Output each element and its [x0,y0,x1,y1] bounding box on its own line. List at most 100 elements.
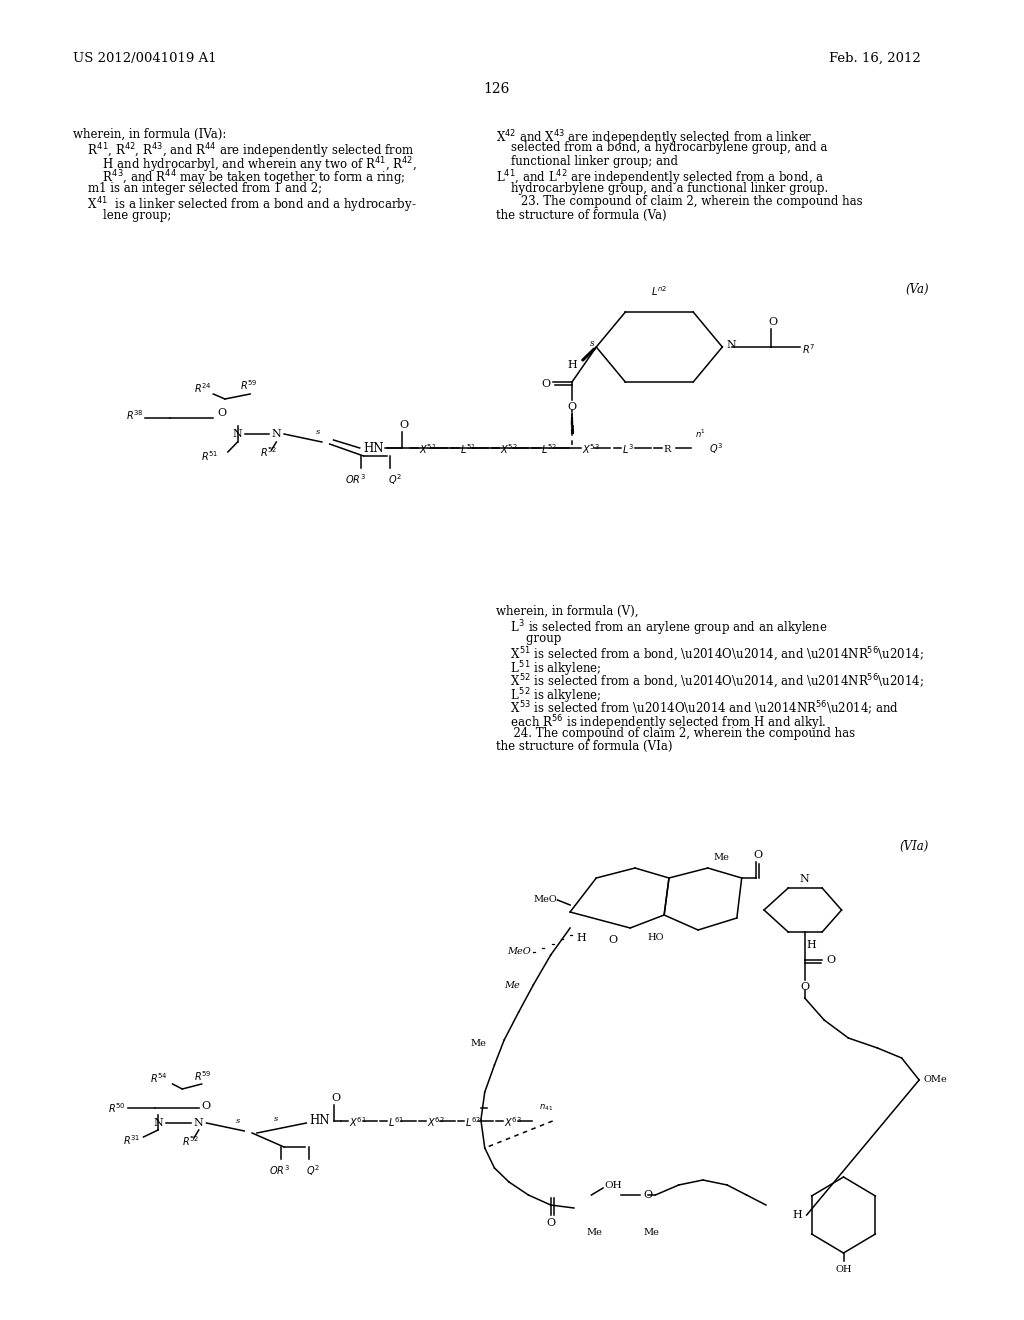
Text: $R^{59}$: $R^{59}$ [241,378,258,392]
Text: H: H [567,360,577,370]
Text: X$^{51}$ is selected from a bond, \u2014O\u2014, and \u2014NR$^{56}$\u2014;: X$^{51}$ is selected from a bond, \u2014… [497,645,925,664]
Text: X$^{42}$ and X$^{43}$ are independently selected from a linker: X$^{42}$ and X$^{43}$ are independently … [497,128,813,148]
Text: MeO: MeO [508,948,531,957]
Text: functional linker group; and: functional linker group; and [497,154,679,168]
Text: N: N [800,874,810,884]
Text: s: s [315,428,321,436]
Text: R$^{43}$, and R$^{44}$ may be taken together to form a ring;: R$^{43}$, and R$^{44}$ may be taken toge… [73,169,406,187]
Text: O: O [399,420,409,430]
Text: the structure of formula (Va): the structure of formula (Va) [497,209,667,222]
Text: O: O [826,954,836,965]
Text: $R^{59}$: $R^{59}$ [194,1069,211,1082]
Text: HO: HO [647,933,665,942]
Text: $X^{61}$: $X^{61}$ [349,1115,367,1129]
Text: L$^{41}$, and L$^{42}$ are independently selected from a bond, a: L$^{41}$, and L$^{42}$ are independently… [497,169,824,187]
Text: Me: Me [644,1228,659,1237]
Text: $X^{52}$: $X^{52}$ [501,442,518,455]
Text: X$^{53}$ is selected from \u2014O\u2014 and \u2014NR$^{56}$\u2014; and: X$^{53}$ is selected from \u2014O\u2014 … [497,700,899,718]
Text: (Va): (Va) [905,282,929,296]
Text: $R^{24}$: $R^{24}$ [194,381,212,395]
Text: R$^{41}$, R$^{42}$, R$^{43}$, and R$^{44}$ are independently selected from: R$^{41}$, R$^{42}$, R$^{43}$, and R$^{44… [73,141,414,161]
Text: s: s [237,1117,241,1125]
Text: $X^{62}$: $X^{62}$ [427,1115,444,1129]
Text: 24. The compound of claim 2, wherein the compound has: 24. The compound of claim 2, wherein the… [497,726,855,739]
Text: Feb. 16, 2012: Feb. 16, 2012 [829,51,921,65]
Text: OMe: OMe [924,1076,948,1085]
Text: m1 is an integer selected from 1 and 2;: m1 is an integer selected from 1 and 2; [73,182,322,195]
Text: N: N [154,1118,163,1129]
Text: HN: HN [364,441,384,454]
Text: $n_{41}$: $n_{41}$ [539,1102,553,1113]
Text: $L^{51}$: $L^{51}$ [460,442,476,455]
Text: N: N [271,429,282,440]
Text: O: O [567,403,577,412]
Text: $L^{n2}$: $L^{n2}$ [651,284,668,298]
Text: group: group [497,632,562,645]
Text: H: H [792,1210,802,1220]
Text: $n^1$: $n^1$ [695,428,706,440]
Text: N: N [232,429,243,440]
Text: 23. The compound of claim 2, wherein the compound has: 23. The compound of claim 2, wherein the… [497,195,863,209]
Text: O: O [202,1101,211,1111]
Text: $L^{52}$: $L^{52}$ [541,442,557,455]
Text: s: s [274,1115,279,1123]
Text: L$^{52}$ is alkylene;: L$^{52}$ is alkylene; [497,686,602,706]
Text: O: O [768,317,777,327]
Text: L$^3$ is selected from an arylene group and an alkylene: L$^3$ is selected from an arylene group … [497,619,828,638]
Text: H: H [577,933,587,942]
Text: Me: Me [714,853,729,862]
Text: OH: OH [604,1180,622,1189]
Text: $R^{52}$: $R^{52}$ [260,445,278,459]
Text: $Q^2$: $Q^2$ [306,1163,321,1177]
Text: O: O [608,935,617,945]
Text: $R^{52}$: $R^{52}$ [182,1134,200,1148]
Text: O: O [800,982,809,993]
Text: Me: Me [587,1228,602,1237]
Text: $R^7$: $R^7$ [802,342,815,356]
Text: s: s [590,339,594,348]
Text: L$^{51}$ is alkylene;: L$^{51}$ is alkylene; [497,659,602,678]
Text: $X^{51}$: $X^{51}$ [419,442,436,455]
Text: R: R [664,445,671,454]
Text: $X^{53}$: $X^{53}$ [582,442,600,455]
Text: X$^{41}$  is a linker selected from a bond and a hydrocarby-: X$^{41}$ is a linker selected from a bon… [73,195,417,215]
Text: O: O [546,1218,555,1228]
Text: $R^{31}$: $R^{31}$ [123,1133,140,1147]
Text: Me: Me [504,981,519,990]
Text: $R^{50}$: $R^{50}$ [109,1101,126,1115]
Text: $X^{63}$: $X^{63}$ [504,1115,522,1129]
Text: $OR^3$: $OR^3$ [345,473,367,486]
Text: $Q^2$: $Q^2$ [388,473,401,487]
Text: lene group;: lene group; [73,209,171,222]
Text: O: O [643,1191,652,1200]
Text: $R^{54}$: $R^{54}$ [151,1071,168,1085]
Text: O: O [331,1093,340,1104]
Text: N: N [194,1118,204,1129]
Text: H and hydrocarbyl, and wherein any two of R$^{41}$, R$^{42}$,: H and hydrocarbyl, and wherein any two o… [73,154,417,174]
Text: selected from a bond, a hydrocarbylene group, and a: selected from a bond, a hydrocarbylene g… [497,141,827,154]
Text: X$^{52}$ is selected from a bond, \u2014O\u2014, and \u2014NR$^{56}$\u2014;: X$^{52}$ is selected from a bond, \u2014… [497,672,925,690]
Text: Me: Me [471,1039,486,1048]
Text: O: O [542,379,551,389]
Text: $OR^3$: $OR^3$ [268,1163,290,1177]
Text: N: N [726,341,736,350]
Text: MeO: MeO [534,895,557,904]
Text: wherein, in formula (IVa):: wherein, in formula (IVa): [73,128,226,141]
Text: hydrocarbylene group, and a functional linker group.: hydrocarbylene group, and a functional l… [497,182,828,195]
Text: OH: OH [836,1265,852,1274]
Text: $R^{38}$: $R^{38}$ [126,408,143,422]
Text: $L^{62}$: $L^{62}$ [465,1115,481,1129]
Text: each R$^{56}$ is independently selected from H and alkyl.: each R$^{56}$ is independently selected … [497,713,826,733]
Text: US 2012/0041019 A1: US 2012/0041019 A1 [73,51,216,65]
Text: the structure of formula (VIa): the structure of formula (VIa) [497,741,673,752]
Text: $Q^3$: $Q^3$ [709,442,723,457]
Text: O: O [754,850,763,861]
Text: O: O [217,408,226,418]
Text: H: H [807,940,816,950]
Text: 126: 126 [483,82,510,96]
Text: $R^{51}$: $R^{51}$ [201,449,218,463]
Text: HN: HN [309,1114,330,1127]
Text: $L^{61}$: $L^{61}$ [388,1115,404,1129]
Text: (VIa): (VIa) [899,840,929,853]
Text: wherein, in formula (V),: wherein, in formula (V), [497,605,639,618]
